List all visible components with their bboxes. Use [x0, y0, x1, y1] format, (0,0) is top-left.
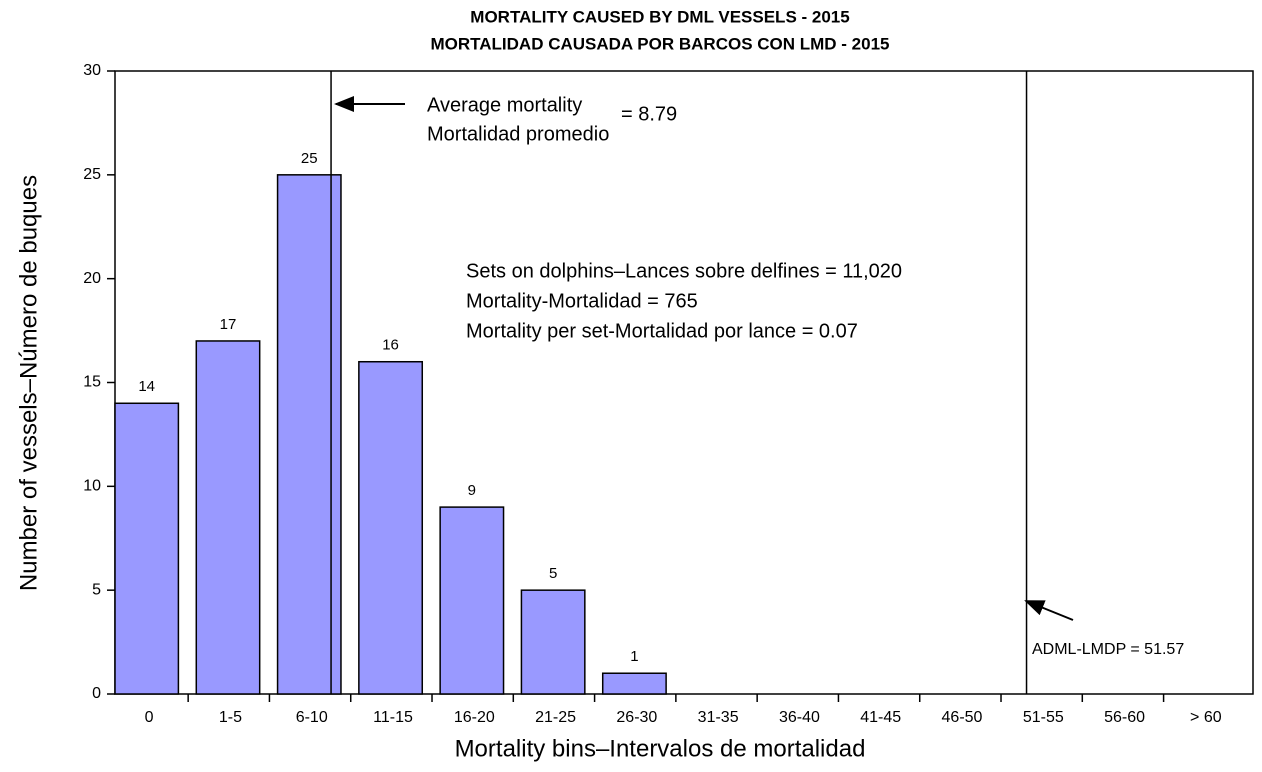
value-label: 25	[301, 150, 318, 167]
value-label: 16	[382, 337, 399, 354]
x-tick-label: 51-55	[1023, 709, 1064, 726]
x-tick-label: 26-30	[616, 709, 657, 726]
chart-title: MORTALITY CAUSED BY DML VESSELS - 2015	[470, 7, 849, 26]
average-label: = 8.79	[621, 103, 677, 125]
y-tick-label: 0	[92, 685, 101, 702]
x-tick-label: 11-15	[373, 709, 413, 726]
y-tick-label: 30	[83, 62, 101, 79]
value-label: 9	[468, 482, 476, 499]
x-tick-label: 16-20	[454, 709, 495, 726]
average-text: Mortalidad promedio	[427, 123, 609, 145]
y-tick-label: 15	[83, 374, 101, 391]
x-tick-label: 46-50	[942, 709, 983, 726]
average-text: Average mortality	[427, 94, 582, 116]
value-label: 5	[549, 565, 557, 582]
stats-text: Sets on dolphins–Lances sobre delfines =…	[466, 260, 902, 282]
x-tick-label: 36-40	[779, 709, 820, 726]
bar	[358, 360, 424, 695]
adml-arrow	[1024, 600, 1074, 621]
value-label: 17	[220, 316, 237, 333]
x-tick-label: 6-10	[296, 709, 328, 726]
x-tick-label: 56-60	[1104, 709, 1145, 726]
bar	[195, 340, 261, 695]
chart-title: MORTALIDAD CAUSADA POR BARCOS CON LMD - …	[430, 34, 889, 53]
x-tick-label: 1-5	[219, 709, 242, 726]
y-tick-label: 10	[83, 478, 101, 495]
bar	[439, 506, 505, 695]
x-tick-label: 0	[145, 709, 154, 726]
y-tick-label: 5	[92, 581, 101, 598]
y-axis-label: Number of vessels–Número de buques	[15, 175, 42, 591]
x-tick-label: > 60	[1190, 709, 1222, 726]
x-tick-label: 21-25	[535, 709, 576, 726]
value-label: 14	[138, 378, 155, 395]
y-tick-label: 25	[83, 166, 101, 183]
stats-text: Mortality per set-Mortalidad por lance =…	[466, 320, 858, 342]
x-tick-label: 31-35	[698, 709, 739, 726]
x-tick-label: 41-45	[860, 709, 901, 726]
value-label: 1	[630, 648, 638, 665]
x-axis-label: Mortality bins–Intervalos de mortalidad	[455, 735, 866, 762]
bar	[114, 402, 180, 695]
bar	[601, 672, 667, 695]
y-tick-label: 20	[83, 270, 101, 287]
stats-text: Mortality-Mortalidad = 765	[466, 290, 698, 312]
bar	[520, 589, 586, 695]
adml-label: ADML-LMDP = 51.57	[1032, 641, 1184, 658]
